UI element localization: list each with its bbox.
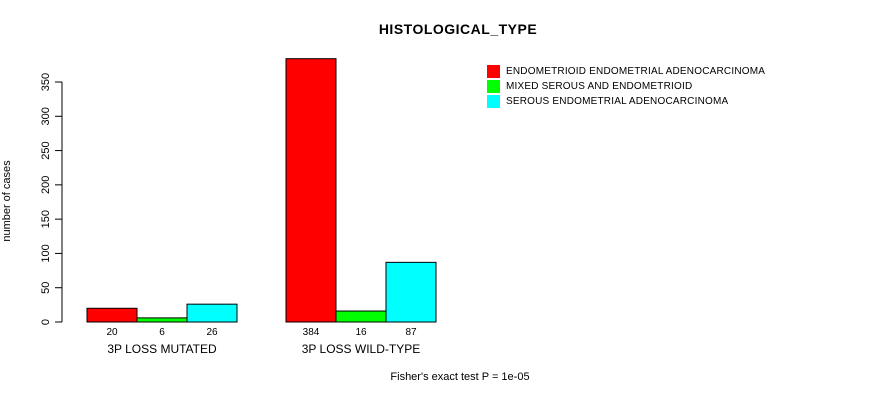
legend-swatch-cyan [487, 95, 500, 108]
y-tick-label: 100 [40, 244, 52, 262]
y-tick-label: 200 [40, 176, 52, 194]
legend: ENDOMETRIOID ENDOMETRIAL ADENOCARCINOMA … [487, 64, 765, 109]
y-tick-label: 250 [40, 141, 52, 159]
chart-title: HISTOLOGICAL_TYPE [378, 21, 538, 37]
legend-label: MIXED SEROUS AND ENDOMETRIOID [506, 81, 693, 92]
stat-test-annotation: Fisher's exact test P = 1e-05 [390, 371, 530, 383]
bar-value-label: 6 [159, 327, 165, 338]
bar-cyan-1 [385, 261, 437, 323]
bar-green-0 [136, 317, 188, 323]
y-tick-label: 350 [40, 73, 52, 91]
bar-value-label: 20 [106, 327, 118, 338]
legend-item: SEROUS ENDOMETRIAL ADENOCARCINOMA [487, 94, 765, 109]
bar-red-1 [285, 58, 337, 323]
y-tick-label: 50 [40, 282, 52, 294]
bar-red-0 [86, 307, 138, 323]
bar-cyan-0 [186, 303, 238, 323]
bar-green-1 [335, 310, 387, 323]
legend-item: ENDOMETRIOID ENDOMETRIAL ADENOCARCINOMA [487, 64, 765, 79]
y-tick-label: 0 [40, 319, 52, 325]
y-tick-label: 300 [40, 107, 52, 125]
category-label: 3P LOSS MUTATED [107, 342, 217, 356]
category-label: 3P LOSS WILD-TYPE [301, 342, 421, 356]
legend-label: SEROUS ENDOMETRIAL ADENOCARCINOMA [506, 96, 729, 107]
legend-label: ENDOMETRIOID ENDOMETRIAL ADENOCARCINOMA [506, 66, 766, 77]
y-tick-label: 150 [40, 210, 52, 228]
legend-swatch-green [487, 80, 500, 93]
bar-value-label: 87 [405, 327, 417, 338]
bar-value-label: 384 [302, 327, 320, 338]
bar-value-label: 16 [355, 327, 367, 338]
legend-item: MIXED SEROUS AND ENDOMETRIOID [487, 79, 765, 94]
bar-value-label: 26 [206, 327, 218, 338]
legend-swatch-red [487, 65, 500, 78]
